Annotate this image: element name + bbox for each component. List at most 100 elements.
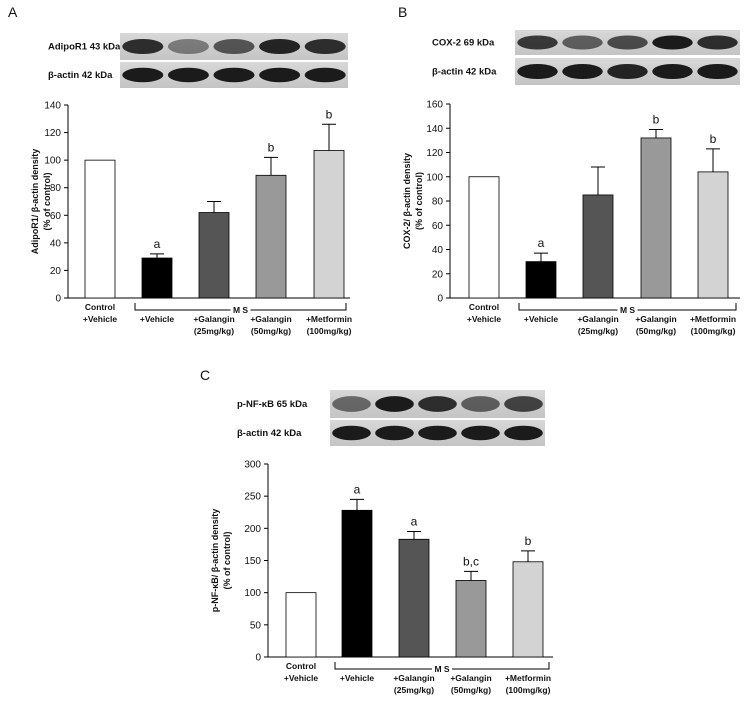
- bar: [285, 592, 317, 658]
- blot-band: [418, 396, 457, 412]
- bar: [84, 159, 116, 299]
- blot-band: [607, 63, 648, 80]
- blot-label: COX-2 69 kDa: [432, 38, 495, 49]
- blot-band: [607, 35, 648, 50]
- blot-label: AdipoR1 43 kDa: [48, 42, 121, 53]
- x-tick-label: Control: [286, 661, 316, 671]
- blot-band: [461, 396, 500, 412]
- x-tick-label: +Vehicle: [284, 673, 319, 683]
- error-bar: [150, 253, 164, 259]
- bar: [512, 561, 544, 658]
- x-tick-label: +Vehicle: [83, 314, 118, 324]
- y-tick-label: 100: [44, 156, 61, 167]
- x-tick-label: (100mg/kg): [307, 326, 352, 336]
- error-bar: [407, 531, 421, 540]
- x-tick-label: (50mg/kg): [251, 326, 291, 336]
- significance-letter: a: [354, 482, 361, 496]
- y-axis-label: AdipoR1/ β-actin density: [30, 149, 40, 255]
- blot-band: [517, 63, 558, 80]
- x-tick-label: (100mg/kg): [506, 685, 551, 695]
- x-tick-label: (100mg/kg): [691, 326, 736, 336]
- y-tick-label: 250: [244, 492, 261, 503]
- x-tick-label: +Galangin: [193, 314, 234, 324]
- blot-band: [375, 396, 414, 412]
- bar: [141, 257, 173, 299]
- significance-letter: b: [326, 107, 333, 121]
- blot-label: β-actin 42 kDa: [432, 67, 497, 78]
- y-tick-label: 200: [244, 524, 261, 535]
- y-tick-label: 40: [432, 245, 444, 256]
- bar: [255, 174, 287, 299]
- group-label: M S: [620, 305, 635, 315]
- error-bar: [264, 156, 278, 176]
- blot-band: [122, 38, 164, 55]
- significance-letter: a: [411, 515, 418, 529]
- bar: [313, 150, 345, 299]
- x-tick-label: +Galangin: [577, 314, 618, 324]
- blot-band: [418, 425, 457, 441]
- x-tick-label: +Vehicle: [467, 314, 502, 324]
- y-tick-label: 100: [426, 172, 443, 183]
- panel-label: C: [200, 367, 210, 383]
- significance-letter: b,c: [463, 554, 479, 568]
- x-tick-label: Control: [85, 302, 115, 312]
- y-axis-label: (% of control): [414, 172, 424, 230]
- blot-band: [213, 38, 255, 55]
- blot-band: [562, 35, 603, 50]
- bar: [582, 194, 614, 299]
- x-tick-label: (50mg/kg): [636, 326, 676, 336]
- y-tick-label: 80: [432, 197, 444, 208]
- x-tick-label: +Galangin: [635, 314, 676, 324]
- x-tick-label: +Vehicle: [524, 314, 559, 324]
- x-tick-label: +Galangin: [450, 673, 491, 683]
- blot-label: β-actin 42 kDa: [48, 70, 113, 81]
- x-tick-label: Control: [469, 302, 499, 312]
- y-tick-label: 50: [250, 620, 262, 631]
- significance-letter: a: [154, 237, 161, 251]
- x-tick-label: +Galangin: [250, 314, 291, 324]
- y-tick-label: 20: [50, 266, 62, 277]
- bar: [398, 538, 430, 658]
- y-tick-label: 100: [244, 588, 261, 599]
- x-tick-label: +Metformin: [306, 314, 352, 324]
- y-tick-label: 300: [244, 460, 261, 471]
- blot-band: [504, 396, 543, 412]
- y-tick-label: 80: [50, 183, 62, 194]
- blot-band: [375, 425, 414, 441]
- blot-band: [213, 67, 255, 83]
- y-tick-label: 40: [50, 238, 62, 249]
- y-tick-label: 120: [426, 148, 443, 159]
- blot-band: [504, 425, 543, 441]
- blot-band: [304, 67, 346, 83]
- error-bar: [207, 201, 221, 213]
- blot-band: [259, 38, 301, 55]
- y-tick-label: 60: [432, 221, 444, 232]
- blot-label: β-actin 42 kDa: [237, 428, 302, 439]
- blot-band: [332, 396, 371, 412]
- blot-band: [697, 63, 738, 80]
- error-bar: [649, 128, 663, 138]
- blot-band: [304, 38, 346, 55]
- error-bar: [706, 148, 720, 172]
- significance-letter: a: [538, 236, 545, 250]
- error-bar: [591, 166, 605, 195]
- x-tick-label: (25mg/kg): [194, 326, 234, 336]
- significance-letter: b: [653, 112, 660, 126]
- blot-band: [697, 35, 738, 50]
- y-tick-label: 140: [426, 124, 443, 135]
- x-tick-label: +Metformin: [505, 673, 551, 683]
- y-axis-label: (% of control): [42, 173, 52, 231]
- y-tick-label: 20: [432, 269, 444, 280]
- x-tick-label: +Metformin: [690, 314, 736, 324]
- bar: [640, 137, 672, 299]
- bar: [341, 509, 373, 658]
- bar: [697, 171, 729, 299]
- y-tick-label: 0: [255, 653, 261, 664]
- error-bar: [350, 498, 364, 511]
- significance-letter: b: [710, 132, 717, 146]
- bar: [455, 580, 487, 658]
- group-label: M S: [233, 305, 248, 315]
- y-tick-label: 0: [55, 294, 61, 305]
- blot-band: [652, 35, 693, 50]
